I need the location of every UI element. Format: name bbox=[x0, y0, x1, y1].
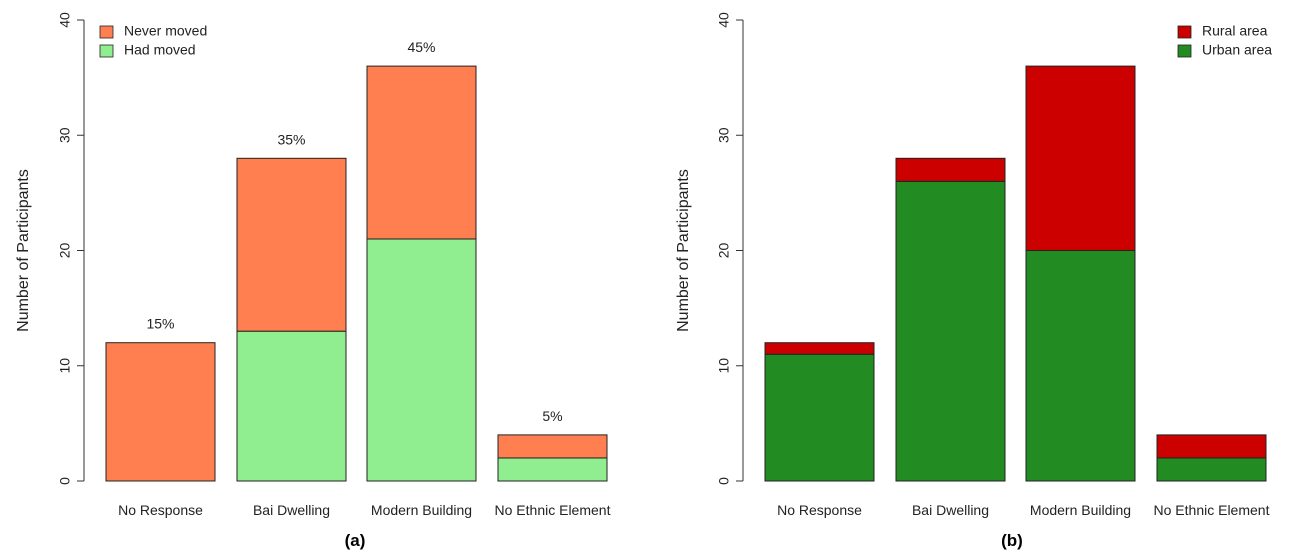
legend: Rural area Urban area bbox=[1177, 23, 1272, 58]
bar-segment bbox=[1156, 434, 1267, 459]
legend-label: Rural area bbox=[1202, 23, 1268, 39]
panel-label: (b) bbox=[1001, 531, 1023, 550]
y-axis-title: Number of Participants bbox=[675, 169, 692, 332]
y-tick-label: 0 bbox=[57, 477, 73, 485]
bar-segment bbox=[236, 330, 347, 482]
legend-label: Never moved bbox=[124, 23, 207, 39]
x-tick-label: Bai Dwelling bbox=[253, 502, 330, 518]
legend-swatch bbox=[99, 25, 114, 39]
legend: Never moved Had moved bbox=[99, 23, 207, 58]
x-tick-label: Modern Building bbox=[1030, 502, 1131, 518]
bar-data-label: 35% bbox=[277, 131, 305, 147]
y-tick-label: 0 bbox=[716, 477, 732, 485]
x-tick-label: Bai Dwelling bbox=[912, 502, 989, 518]
bar-segment bbox=[895, 157, 1006, 182]
bar-segment bbox=[236, 157, 347, 332]
y-tick-label: 20 bbox=[716, 243, 732, 259]
bar-segment bbox=[764, 342, 875, 355]
chart-panel-2: 0 10 20 30 40 Number of Participants No Respon… bbox=[675, 12, 1272, 550]
y-tick-label: 10 bbox=[716, 358, 732, 374]
y-tick-label: 40 bbox=[57, 12, 73, 28]
y-tick-label: 10 bbox=[57, 358, 73, 374]
y-axis-title: Number of Participants bbox=[15, 169, 32, 332]
bar-data-label: 5% bbox=[542, 408, 562, 424]
legend-label: Had moved bbox=[124, 42, 196, 58]
bar-segment bbox=[1025, 250, 1136, 482]
bar-segment bbox=[1025, 65, 1136, 251]
bar-segment bbox=[366, 65, 477, 240]
legend-swatch bbox=[1177, 44, 1192, 58]
x-tick-label: Modern Building bbox=[371, 502, 472, 518]
x-tick-label: No Ethnic Element bbox=[1154, 502, 1270, 518]
bar-segment bbox=[895, 180, 1006, 482]
bar-data-label: 15% bbox=[146, 316, 174, 332]
y-tick-label: 20 bbox=[57, 243, 73, 259]
legend-swatch bbox=[1177, 25, 1192, 39]
bar-segment bbox=[764, 353, 875, 482]
x-tick-label: No Response bbox=[118, 502, 203, 518]
chart-panel-1: 0 10 20 30 40 Number of Participants No Respon… bbox=[15, 12, 610, 550]
bar-segment bbox=[1156, 457, 1267, 482]
y-tick-label: 40 bbox=[716, 12, 732, 28]
legend-label: Urban area bbox=[1202, 42, 1272, 58]
x-tick-label: No Ethnic Element bbox=[495, 502, 611, 518]
bar-segment bbox=[105, 342, 216, 482]
bar-segment bbox=[497, 457, 608, 482]
x-tick-label: No Response bbox=[777, 502, 862, 518]
bar-segment bbox=[497, 434, 608, 459]
bar-segment bbox=[366, 238, 477, 482]
y-tick-label: 30 bbox=[716, 127, 732, 143]
legend-swatch bbox=[99, 44, 114, 58]
y-tick-label: 30 bbox=[57, 127, 73, 143]
panel-label: (a) bbox=[345, 531, 366, 550]
bar-data-label: 45% bbox=[407, 39, 435, 55]
